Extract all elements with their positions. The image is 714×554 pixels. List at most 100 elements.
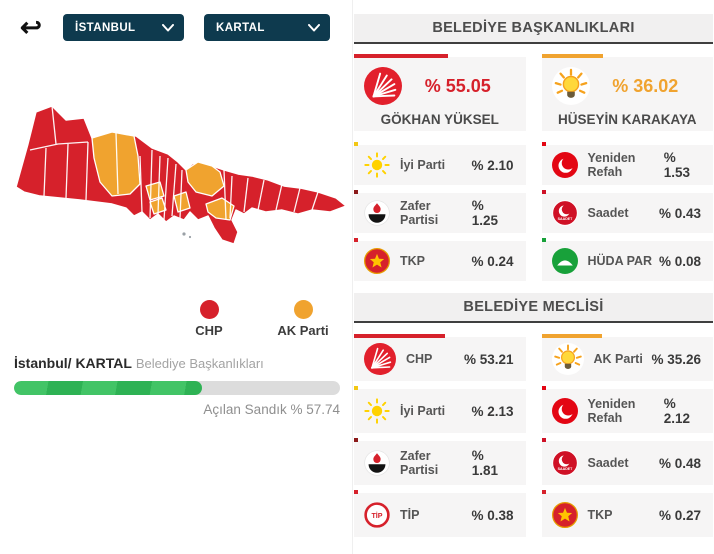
party-result-row: Yeniden Refah % 1.53 xyxy=(541,142,713,185)
candidate-card: % 36.02 HÜSEYİN KARAKAYA xyxy=(541,54,713,131)
candidate-name: GÖKHAN YÜKSEL xyxy=(380,112,499,127)
legend-chp: CHP xyxy=(186,300,232,338)
svg-text:SAADET: SAADET xyxy=(557,217,572,221)
party-percentage: % 0.38 xyxy=(471,507,514,523)
yrp-party-icon xyxy=(551,398,578,424)
party-percentage: % 1.53 xyxy=(663,150,691,180)
party-vote-bar xyxy=(541,334,602,338)
party-vote-bar xyxy=(541,142,546,146)
saadet-party-icon: SAADET xyxy=(551,200,578,226)
party-vote-bar xyxy=(354,142,358,146)
ballot-progress-bar xyxy=(14,381,340,395)
party-percentage: % 1.25 xyxy=(471,198,499,228)
istanbul-district-map[interactable] xyxy=(0,92,355,284)
party-result-row: Zafer Partisi % 1.81 xyxy=(354,438,526,485)
akp-party-icon xyxy=(551,67,590,105)
party-name: Saadet xyxy=(587,206,629,220)
svg-text:SAADET: SAADET xyxy=(557,467,572,471)
party-result-row: HÜDA PAR % 0.08 xyxy=(541,238,713,281)
location-subtitle: Belediye Başkanlıkları xyxy=(135,356,264,371)
province-dropdown[interactable]: İSTANBUL xyxy=(63,14,184,41)
legend-label: CHP xyxy=(195,323,223,338)
party-name: İyi Parti xyxy=(400,404,446,418)
party-name: Zafer Partisi xyxy=(400,199,439,227)
chevron-down-icon xyxy=(162,23,174,31)
baskanlik-candidates: % 55.05 GÖKHAN YÜKSEL % 36.02 HÜSEYİN KARAK… xyxy=(354,54,713,131)
back-arrow-icon[interactable]: ↩ xyxy=(20,12,42,42)
candidate-vote-bar xyxy=(354,54,449,58)
party-percentage: % 53.21 xyxy=(463,351,514,367)
party-name: TKP xyxy=(400,254,425,268)
party-result-row: SAADET Saadet % 0.43 xyxy=(541,190,713,233)
tip-party-icon: TİP xyxy=(364,502,390,528)
chevron-down-icon xyxy=(308,23,320,31)
location-name: İstanbul/ KARTAL xyxy=(14,355,132,371)
party-vote-bar xyxy=(541,238,546,242)
meclis-rows: CHP % 53.21 AK Parti % 35.26 İyi Parti % 2.13… xyxy=(354,334,713,537)
chp-legend-dot xyxy=(199,300,219,319)
party-result-row: SAADET Saadet % 0.48 xyxy=(541,438,713,485)
baskanlik-rows: İyi Parti % 2.10 Yeniden Refah % 1.53 Zafer … xyxy=(354,142,713,281)
huda-party-icon xyxy=(551,248,578,274)
party-percentage: % 0.48 xyxy=(658,455,701,471)
chp-party-icon xyxy=(364,67,402,105)
party-name: Zafer Partisi xyxy=(400,449,439,477)
iyi-party-icon xyxy=(364,152,390,178)
yrp-party-icon xyxy=(551,152,578,178)
tkp-party-icon xyxy=(551,502,578,528)
tkp-party-icon xyxy=(364,248,390,274)
chp-party-icon xyxy=(364,343,396,375)
ballot-progress-fill xyxy=(14,381,203,395)
party-percentage: % 0.24 xyxy=(471,253,514,269)
party-result-row: Yeniden Refah % 2.12 xyxy=(541,386,713,433)
party-result-row: AK Parti % 35.26 xyxy=(541,334,713,381)
islands-dot xyxy=(182,232,186,236)
legend-akparti: AK Parti xyxy=(271,300,335,338)
party-vote-bar xyxy=(354,386,358,390)
party-name: HÜDA PAR xyxy=(587,254,653,268)
party-vote-bar xyxy=(541,386,546,390)
party-percentage: % 0.27 xyxy=(658,507,701,523)
ballot-progress-caption: Açılan Sandık % 57.74 xyxy=(203,402,340,417)
section-header-baskanliklar: BELEDİYE BAŞKANLIKLARI xyxy=(354,14,713,44)
party-percentage: % 2.12 xyxy=(663,396,691,426)
party-name: TİP xyxy=(400,508,420,522)
candidate-card: % 55.05 GÖKHAN YÜKSEL xyxy=(354,54,526,131)
candidate-vote-bar xyxy=(541,54,604,58)
party-vote-bar xyxy=(354,334,446,338)
party-result-row: Zafer Partisi % 1.25 xyxy=(354,190,526,233)
candidate-percentage: % 36.02 xyxy=(612,75,679,96)
party-name: Yeniden Refah xyxy=(587,397,636,425)
svg-text:TİP: TİP xyxy=(371,511,382,520)
party-percentage: % 2.13 xyxy=(471,403,514,419)
party-vote-bar xyxy=(354,490,358,494)
candidate-percentage: % 55.05 xyxy=(424,75,491,96)
section-header-meclisi: BELEDİYE MECLİSİ xyxy=(354,293,713,323)
legend-label: AK Parti xyxy=(277,323,329,338)
party-name: TKP xyxy=(587,508,613,522)
map-akp-districts[interactable] xyxy=(91,131,235,221)
zafer-party-icon xyxy=(364,450,390,476)
district-dropdown[interactable]: KARTAL xyxy=(204,14,330,41)
party-percentage: % 0.08 xyxy=(658,253,701,269)
location-title: İstanbul/ KARTAL Belediye Başkanlıkları xyxy=(14,355,344,371)
party-vote-bar xyxy=(541,490,546,494)
akparti-legend-dot xyxy=(293,300,313,319)
akp-party-icon xyxy=(551,343,584,375)
party-name: İyi Parti xyxy=(400,158,446,172)
map-district-borders xyxy=(29,105,319,221)
party-vote-bar xyxy=(354,190,358,194)
map-chp-districts[interactable] xyxy=(15,105,347,245)
party-result-row: İyi Parti % 2.13 xyxy=(354,386,526,433)
zafer-party-icon xyxy=(364,200,390,226)
party-percentage: % 1.81 xyxy=(471,448,499,478)
results-panel: BELEDİYE BAŞKANLIKLARI % 55.05 GÖKHAN YÜK… xyxy=(352,0,713,554)
party-result-row: TKP % 0.27 xyxy=(541,490,713,537)
party-percentage: % 0.43 xyxy=(658,205,701,221)
party-vote-bar xyxy=(354,438,358,442)
party-result-row: CHP % 53.21 xyxy=(354,334,526,381)
party-result-row: TİP TİP % 0.38 xyxy=(354,490,526,537)
party-result-row: TKP % 0.24 xyxy=(354,238,526,281)
party-name: Saadet xyxy=(587,456,629,470)
